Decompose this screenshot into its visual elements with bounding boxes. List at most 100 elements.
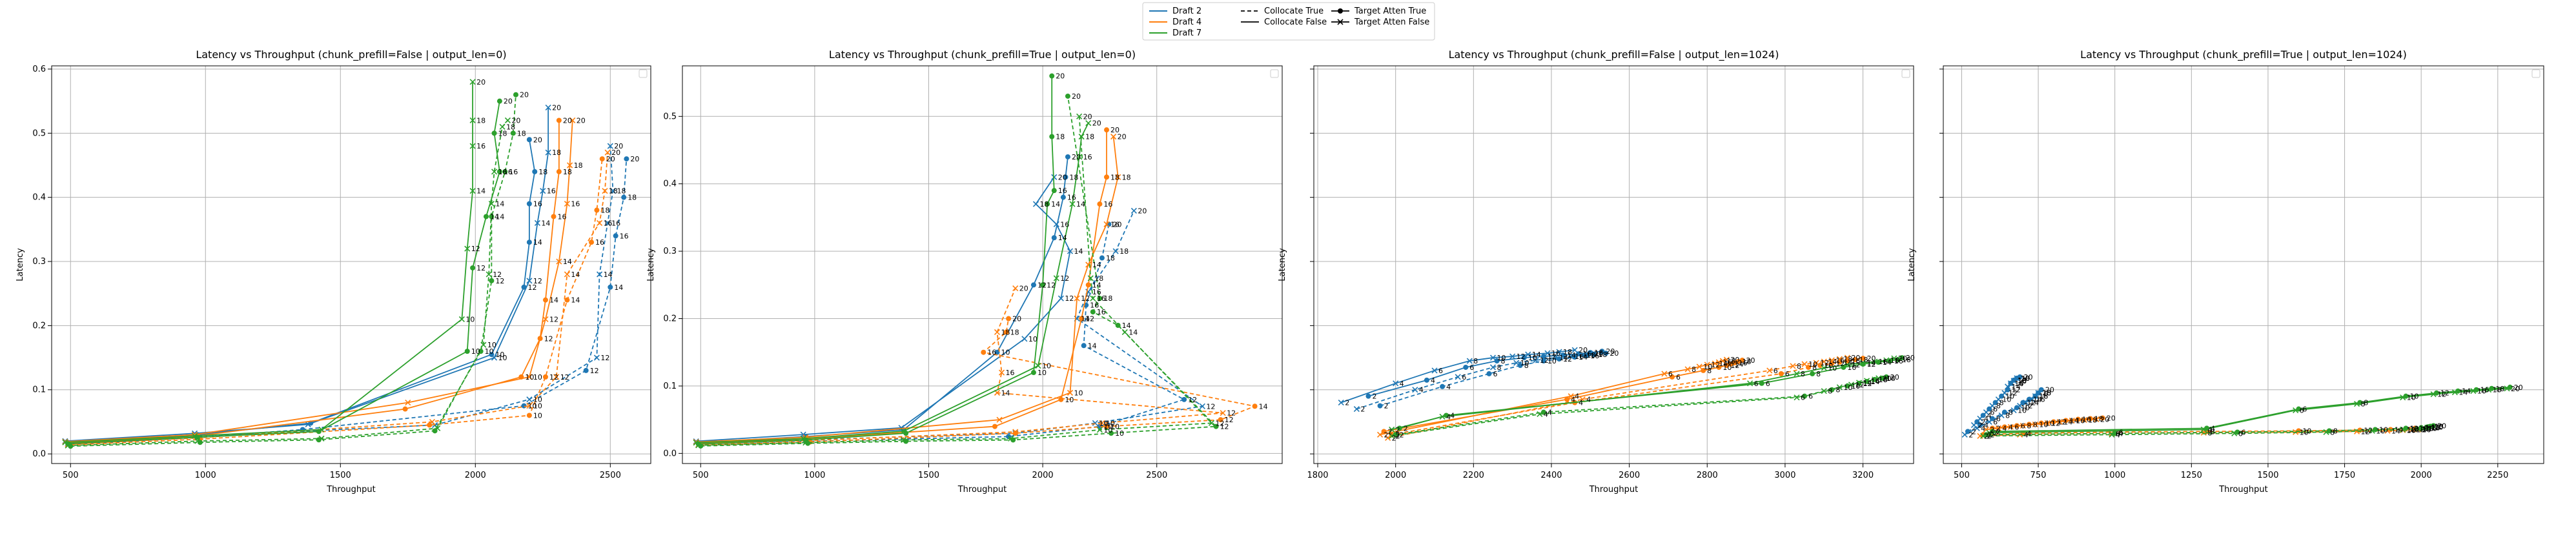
data-point-circle [1051, 188, 1057, 194]
x-tick-label: 1500 [918, 471, 939, 480]
x-axis-label: Throughput [326, 485, 376, 495]
data-point-circle [594, 207, 600, 213]
point-label: 10 [465, 315, 475, 323]
data-point-cross [901, 428, 907, 434]
data-point-cross [556, 258, 562, 265]
point-label: 18 [1056, 133, 1065, 141]
point-label: 14 [533, 238, 542, 247]
data-point-cross [491, 168, 498, 175]
point-label: 16 [2431, 423, 2440, 431]
data-point-cross [318, 435, 325, 442]
point-label: 2 [1996, 424, 2001, 433]
data-point-cross [1876, 375, 1882, 382]
data-point-cross [469, 188, 476, 194]
point-label: 20 [2437, 422, 2446, 430]
point-label: 20 [504, 97, 513, 106]
point-label: 6 [2021, 422, 2025, 430]
point-label: 2 [1968, 431, 1973, 439]
data-point-cross [2017, 403, 2023, 409]
data-point-circle [1365, 393, 1371, 399]
data-point-cross [429, 418, 435, 425]
data-point-circle [1081, 343, 1087, 349]
chart-title: Latency vs Throughput (chunk_prefill=Fal… [196, 48, 506, 61]
data-point-cross [469, 143, 476, 149]
point-label: 16 [1551, 349, 1560, 358]
point-label: 10 [1847, 363, 1856, 372]
point-label: 12 [1047, 281, 1056, 289]
data-point-cross [1704, 362, 1710, 368]
x-tick-label: 3000 [1774, 471, 1795, 480]
point-label: 2 [1345, 399, 1349, 407]
point-label: 12 [1863, 380, 1872, 388]
point-label: 2 [1400, 431, 1404, 439]
data-point-cross [1220, 410, 1226, 416]
point-label: 12 [2009, 389, 2018, 398]
data-point-cross [1112, 248, 1119, 254]
data-point-cross [597, 219, 603, 226]
point-label: 10 [1042, 362, 1051, 371]
y-axis-label: Latency [15, 248, 25, 281]
plot-area [1961, 374, 2513, 439]
data-point-circle [1669, 374, 1675, 380]
point-label: 18 [1563, 348, 1572, 356]
data-point-cross [434, 425, 441, 431]
y-tick-label: 0.0 [32, 449, 46, 459]
point-label: 10 [2021, 404, 2030, 413]
data-point-cross [2486, 387, 2492, 393]
data-point-circle [589, 240, 595, 245]
point-label: 12 [549, 315, 558, 323]
point-label: 16 [2407, 426, 2416, 434]
point-label: 2 [1388, 427, 1393, 436]
point-label: 18 [574, 161, 583, 170]
point-label: 12 [600, 354, 609, 362]
point-label: 16 [558, 212, 567, 221]
point-label: 10 [1103, 423, 1112, 431]
data-point-cross [898, 425, 905, 431]
data-point-circle [1603, 351, 1609, 356]
point-label: 16 [604, 219, 613, 227]
data-point-circle [1486, 371, 1492, 376]
legend-entry: Collocate True [1241, 6, 1324, 16]
x-axis-label: Throughput [957, 485, 1007, 495]
point-label: 20 [1072, 153, 1081, 161]
data-point-cross [1723, 356, 1730, 363]
data-point-cross [469, 79, 476, 85]
point-label: 2 [1987, 431, 1992, 439]
point-label: 20 [1890, 373, 1899, 382]
x-tick-label: 2500 [1146, 471, 1167, 480]
data-point-cross [1883, 357, 1890, 363]
point-label: 16 [595, 238, 604, 247]
data-point-cross [1552, 354, 1559, 361]
point-label: 10 [1110, 423, 1119, 431]
point-label: 12 [1188, 396, 1197, 404]
data-point-cross [1998, 412, 2005, 419]
data-point-cross [1821, 388, 1827, 394]
data-point-circle [2431, 423, 2437, 429]
data-point-circle [992, 424, 997, 429]
data-point-circle [1099, 255, 1105, 261]
data-point-cross [996, 416, 1003, 423]
point-label: 2 [1990, 425, 1994, 434]
data-point-cross [2400, 394, 2406, 401]
point-label: 6 [1993, 405, 1998, 414]
data-point-cross [695, 442, 702, 449]
data-point-cross [1389, 433, 1395, 439]
point-label: 8 [1999, 399, 2004, 407]
point-label: 8 [2005, 411, 2010, 420]
point-label: 10 [1843, 383, 1852, 392]
series-line [1391, 378, 1879, 437]
point-label: 6 [1993, 418, 1998, 426]
data-point-cross [1353, 405, 1360, 413]
point-label: 2 [1984, 432, 1988, 440]
point-label: 20 [1092, 119, 1101, 128]
point-label: 14 [1092, 281, 1101, 289]
data-point-circle [1090, 309, 1096, 315]
y-axis-label: Latency [646, 248, 656, 281]
legend-label: Collocate True [1264, 6, 1324, 16]
data-point-circle [1778, 371, 1784, 376]
data-point-cross [2200, 426, 2207, 433]
point-label: 18 [2493, 386, 2502, 394]
data-point-circle [1181, 396, 1187, 402]
point-label: 16 [2428, 424, 2437, 433]
point-label: 12 [2437, 391, 2446, 399]
